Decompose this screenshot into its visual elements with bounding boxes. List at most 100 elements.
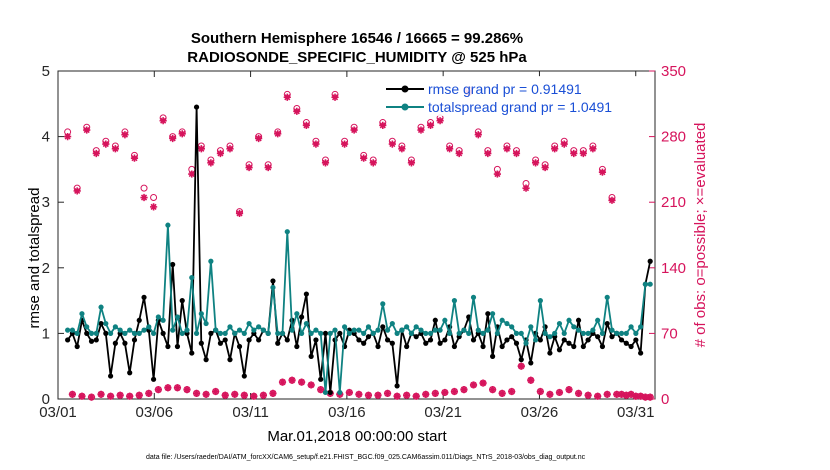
obs-evaluated-point xyxy=(560,140,568,148)
spread-point xyxy=(504,320,510,327)
obs-evaluated-point xyxy=(188,170,196,178)
spread-point xyxy=(327,330,333,336)
spread-point xyxy=(585,330,591,336)
obs-evaluated-point xyxy=(460,386,468,394)
spread-point xyxy=(370,330,376,336)
obs-evaluated-point xyxy=(450,387,459,396)
obs-evaluated-point xyxy=(83,126,91,134)
rmse-point xyxy=(470,337,477,343)
rmse-point xyxy=(513,340,520,346)
rmse-point xyxy=(141,294,147,300)
rmse-point xyxy=(437,340,443,346)
spread-point xyxy=(136,330,142,336)
obs-evaluated-point xyxy=(64,133,72,141)
obs-evaluated-point xyxy=(264,163,272,172)
obs-evaluated-point xyxy=(212,387,220,396)
obs-evaluated-point xyxy=(283,93,291,101)
y-left-tick-label: 5 xyxy=(42,63,50,80)
spread-point xyxy=(275,330,281,336)
spread-point xyxy=(418,327,424,333)
obs-evaluated-point xyxy=(68,390,77,398)
obs-evaluated-point xyxy=(183,386,191,394)
obs-evaluated-point xyxy=(169,134,177,143)
obs-evaluated-point xyxy=(111,145,119,153)
x-tick-label: 03/11 xyxy=(232,404,268,421)
spread-point xyxy=(561,330,567,336)
rmse-point xyxy=(585,337,591,343)
obs-evaluated-point xyxy=(154,386,162,394)
rmse-point xyxy=(88,338,95,344)
obs-evaluated-point xyxy=(245,163,253,172)
spread-point xyxy=(279,330,286,336)
obs-evaluated-point xyxy=(288,376,296,384)
rmse-point xyxy=(509,334,515,340)
rmse-point xyxy=(217,340,224,346)
spread-point xyxy=(380,301,386,307)
x-tick-label: 03/21 xyxy=(424,404,462,421)
rmse-point xyxy=(380,324,386,330)
rmse-point xyxy=(294,343,300,350)
spread-point xyxy=(365,324,372,330)
spread-point xyxy=(437,327,443,333)
spread-point xyxy=(318,330,324,336)
rmse-point xyxy=(313,337,319,343)
spread-point xyxy=(270,284,276,291)
spread-point xyxy=(93,330,99,336)
obs-evaluated-point xyxy=(512,149,521,158)
spread-point xyxy=(490,311,496,317)
spread-point xyxy=(284,229,290,235)
rmse-point xyxy=(394,383,400,389)
y-left-tick-label: 3 xyxy=(42,194,50,211)
spread-point xyxy=(155,314,161,320)
legend-spread-label: totalspread grand pr = 1.0491 xyxy=(428,99,612,115)
spread-point xyxy=(614,330,620,336)
rmse-point xyxy=(108,373,114,379)
rmse-point xyxy=(375,343,381,350)
rmse-point xyxy=(547,350,553,356)
spread-point xyxy=(475,327,481,333)
obs-evaluated-point xyxy=(364,391,373,399)
spread-point xyxy=(618,330,625,336)
obs-evaluated-point xyxy=(546,390,554,398)
obs-evaluated-point xyxy=(570,149,578,158)
rmse-point xyxy=(504,337,510,343)
spread-point xyxy=(432,327,438,333)
spread-point xyxy=(633,330,639,336)
y-right-tick-label: 0 xyxy=(661,391,669,408)
spread-point xyxy=(518,330,524,336)
obs-evaluated-point xyxy=(617,390,626,398)
rmse-point xyxy=(203,357,209,363)
spread-point xyxy=(447,330,453,336)
obs-evaluated-point xyxy=(255,134,263,143)
obs-evaluated-point xyxy=(87,393,96,401)
rmse-point xyxy=(193,104,200,110)
obs-evaluated-point xyxy=(140,193,148,202)
spread-point xyxy=(303,320,309,327)
obs-evaluated-point xyxy=(469,381,478,389)
obs-evaluated-point xyxy=(202,390,210,398)
spread-point xyxy=(571,324,577,330)
spread-point xyxy=(122,330,128,336)
rmse-point xyxy=(246,337,252,343)
rmse-point xyxy=(451,343,458,350)
rmse-point xyxy=(170,261,176,268)
obs-evaluated-point xyxy=(78,392,86,400)
spread-point xyxy=(499,317,505,323)
rmse-point xyxy=(256,337,262,343)
rmse-point xyxy=(241,373,247,379)
spread-point xyxy=(165,222,171,228)
rmse-point xyxy=(618,337,625,343)
rmse-point xyxy=(322,330,329,336)
rmse-point xyxy=(112,340,118,346)
spread-point xyxy=(160,317,166,323)
y-left-tick-label: 0 xyxy=(42,391,50,408)
spread-point xyxy=(580,330,586,336)
rmse-point xyxy=(337,330,343,336)
rmse-point xyxy=(561,337,567,343)
obs-evaluated-point xyxy=(498,389,506,397)
obs-evaluated-point xyxy=(613,390,621,398)
rmse-point xyxy=(389,340,395,346)
rmse-point xyxy=(303,291,309,297)
rmse-point xyxy=(518,357,524,363)
spread-point xyxy=(117,327,123,333)
